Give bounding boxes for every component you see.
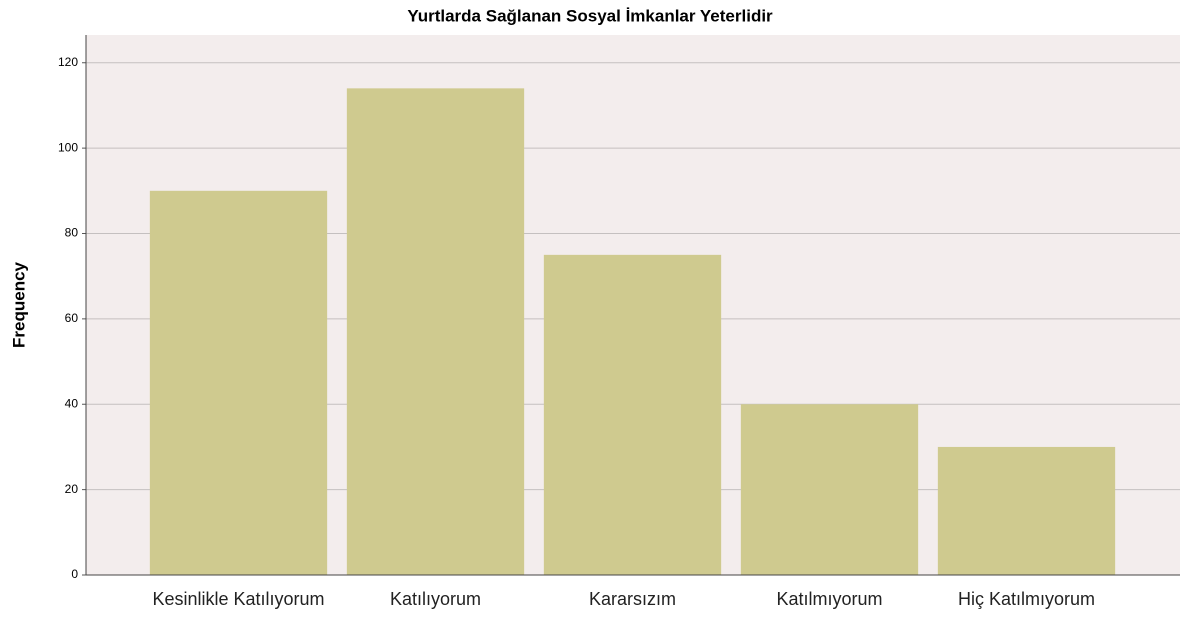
y-tick-label: 0 (71, 567, 78, 581)
bar (149, 190, 328, 575)
x-tick-label: Kesinlikle Katılıyorum (152, 589, 324, 609)
x-tick-label: Hiç Katılmıyorum (958, 589, 1095, 609)
y-tick-label: 40 (65, 396, 79, 410)
y-tick-label: 60 (65, 311, 79, 325)
y-tick-label: 20 (65, 482, 79, 496)
bar (543, 254, 722, 575)
y-tick-label: 120 (58, 55, 78, 69)
x-tick-label: Katılıyorum (390, 589, 481, 609)
x-tick-label: Kararsızım (589, 589, 676, 609)
x-tick-label: Katılmıyorum (776, 589, 882, 609)
bar (740, 404, 919, 575)
y-tick-label: 100 (58, 140, 78, 154)
bar (346, 88, 525, 575)
bar (937, 446, 1116, 575)
y-axis-label: Frequency (9, 261, 28, 348)
y-tick-label: 80 (65, 226, 79, 240)
chart-title: Yurtlarda Sağlanan Sosyal İmkanlar Yeter… (407, 6, 773, 25)
